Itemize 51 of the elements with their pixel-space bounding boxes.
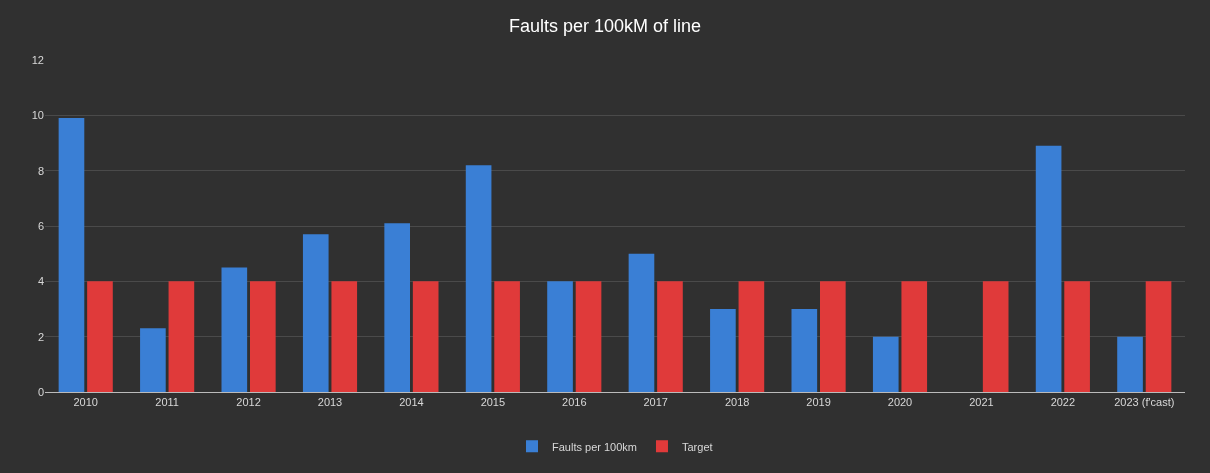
bar [58,118,85,392]
bar [901,281,928,392]
bar [412,281,439,392]
x-tick-label: 2019 [806,396,831,409]
bar [331,281,358,392]
bar [1064,281,1090,392]
x-tick-label: 2013 [317,396,343,409]
x-tick-label: 2021 [969,396,994,409]
bar [494,281,520,392]
bar [221,267,248,392]
bar [628,253,655,392]
bar [547,281,573,392]
y-tick-label: 8 [37,164,44,177]
bar [140,328,166,392]
bar [820,281,846,392]
x-tick-label: 2010 [73,396,98,409]
bar [384,223,410,392]
bar [302,234,329,392]
x-tick-label: 2012 [236,396,261,409]
x-tick-label: 2018 [724,396,750,409]
bar [710,309,736,392]
bar [1035,145,1062,392]
bar [87,281,113,392]
y-tick-label: 6 [37,219,44,232]
y-tick-label: 12 [31,53,44,66]
x-tick-label: 2020 [887,396,913,409]
bar [1117,336,1143,392]
bar [982,281,1009,392]
bar [168,281,195,392]
bar [657,281,683,392]
y-tick-label: 10 [31,109,44,122]
y-tick-label: 2 [37,330,44,343]
x-tick-label: 2011 [155,396,179,409]
legend-label: Faults per 100km [552,440,637,453]
legend-label: Target [681,440,713,453]
bar [575,281,602,392]
bar [791,309,818,392]
bar [465,165,492,392]
x-tick-label: 2016 [562,396,587,409]
chart-title: Faults per 100kM of line [508,15,702,36]
x-tick-label: 2015 [480,396,506,409]
x-tick-label: 2022 [1050,396,1076,409]
x-tick-label: 2014 [399,396,424,409]
bar [738,281,765,392]
y-tick-label: 0 [37,385,44,398]
x-tick-label: 2017 [643,396,668,409]
bar [1145,281,1172,392]
bar [872,336,899,392]
x-tick-label: 2023 (f'cast) [1114,396,1175,409]
bar [250,281,276,392]
y-tick-label: 4 [37,275,44,288]
